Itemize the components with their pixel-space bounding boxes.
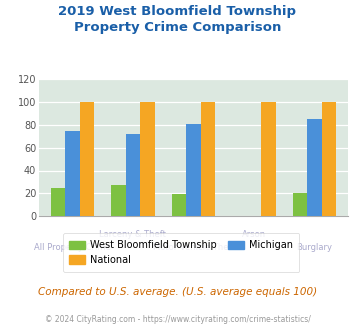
Bar (186, 124, 201, 216)
Text: Burglary: Burglary (296, 243, 333, 251)
Text: Larceny & Theft: Larceny & Theft (99, 230, 166, 239)
Bar (201, 102, 215, 216)
Text: Compared to U.S. average. (U.S. average equals 100): Compared to U.S. average. (U.S. average … (38, 287, 317, 297)
Text: Arson: Arson (242, 230, 266, 239)
Legend: West Bloomfield Township, National, Michigan: West Bloomfield Township, National, Mich… (62, 233, 300, 272)
Text: © 2024 CityRating.com - https://www.cityrating.com/crime-statistics/: © 2024 CityRating.com - https://www.city… (45, 315, 310, 324)
Bar (261, 102, 276, 216)
Bar (111, 185, 126, 216)
Bar (293, 193, 307, 216)
Bar (65, 131, 80, 216)
Bar (126, 134, 140, 216)
Bar (307, 119, 322, 216)
Bar (322, 102, 337, 216)
Bar (50, 188, 65, 216)
Bar (140, 102, 155, 216)
Bar (172, 194, 186, 216)
Bar (80, 102, 94, 216)
Text: 2019 West Bloomfield Township
Property Crime Comparison: 2019 West Bloomfield Township Property C… (59, 5, 296, 34)
Text: Motor Vehicle Theft: Motor Vehicle Theft (153, 243, 234, 251)
Text: All Property Crime: All Property Crime (34, 243, 111, 251)
